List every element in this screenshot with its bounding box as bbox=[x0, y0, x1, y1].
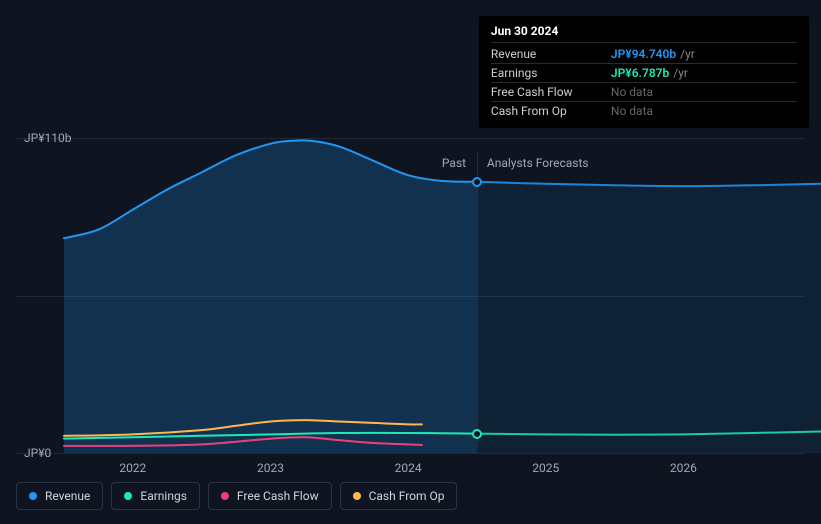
legend-label: Cash From Op bbox=[369, 489, 445, 503]
x-axis-label: 2023 bbox=[257, 461, 284, 475]
hover-marker-revenue bbox=[472, 177, 482, 187]
legend-item-earnings[interactable]: Earnings bbox=[111, 482, 200, 510]
tooltip-value: JP¥6.787b/yr bbox=[611, 66, 797, 80]
legend-label: Free Cash Flow bbox=[237, 489, 319, 503]
tooltip-row: Cash From OpNo data bbox=[491, 102, 797, 120]
tooltip-value: No data bbox=[611, 85, 797, 99]
legend-dot-icon bbox=[29, 492, 37, 500]
chart-legend: Revenue Earnings Free Cash Flow Cash From O… bbox=[16, 482, 457, 510]
x-axis-label: 2022 bbox=[119, 461, 146, 475]
legend-label: Earnings bbox=[140, 489, 187, 503]
tooltip-row: EarningsJP¥6.787b/yr bbox=[491, 64, 797, 83]
tooltip-key: Free Cash Flow bbox=[491, 85, 611, 99]
tooltip-row: RevenueJP¥94.740b/yr bbox=[491, 45, 797, 64]
chart-tooltip: Jun 30 2024 RevenueJP¥94.740b/yrEarnings… bbox=[479, 16, 809, 128]
legend-item-cfo[interactable]: Cash From Op bbox=[340, 482, 458, 510]
tooltip-key: Cash From Op bbox=[491, 104, 611, 118]
legend-dot-icon bbox=[353, 492, 361, 500]
legend-dot-icon bbox=[124, 492, 132, 500]
legend-item-fcf[interactable]: Free Cash Flow bbox=[208, 482, 332, 510]
tooltip-value: No data bbox=[611, 104, 797, 118]
tooltip-value: JP¥94.740b/yr bbox=[611, 47, 797, 61]
tooltip-key: Earnings bbox=[491, 66, 611, 80]
hover-marker-earnings bbox=[472, 429, 482, 439]
x-axis-label: 2024 bbox=[395, 461, 422, 475]
legend-dot-icon bbox=[221, 492, 229, 500]
x-axis-label: 2026 bbox=[670, 461, 697, 475]
tooltip-key: Revenue bbox=[491, 47, 611, 61]
financials-chart: JP¥110bJP¥0 Past Analysts Forecasts 2022… bbox=[16, 8, 805, 508]
tooltip-row: Free Cash FlowNo data bbox=[491, 83, 797, 102]
x-axis-label: 2025 bbox=[532, 461, 559, 475]
legend-item-revenue[interactable]: Revenue bbox=[16, 482, 103, 510]
legend-label: Revenue bbox=[45, 489, 90, 503]
tooltip-title: Jun 30 2024 bbox=[491, 24, 797, 43]
